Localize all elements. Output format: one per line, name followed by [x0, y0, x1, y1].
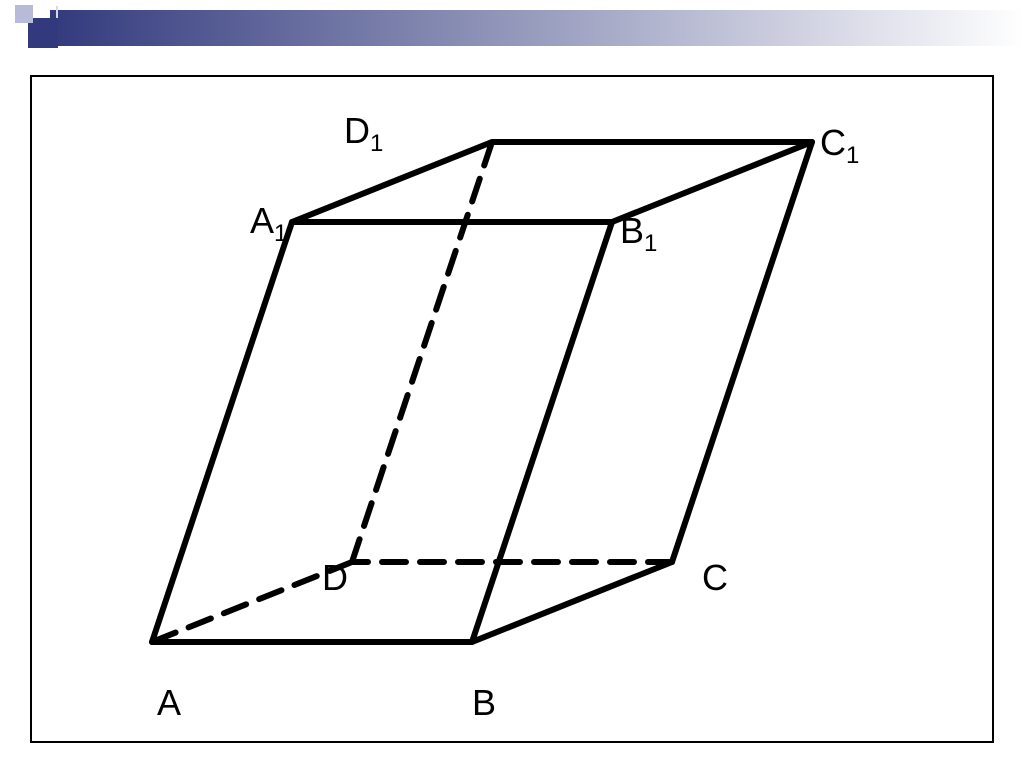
slide-root: A B C D A1 B1 C1 D1	[0, 0, 1024, 768]
parallelepiped-diagram	[32, 77, 992, 741]
vertex-label-A1: A1	[250, 200, 287, 248]
header-gradient-bar	[0, 10, 1024, 48]
edge-visible	[672, 142, 812, 562]
vertex-label-B1: B1	[620, 210, 657, 258]
header-squares-icon	[10, 0, 58, 48]
edge-visible	[472, 562, 672, 642]
edge-visible	[472, 222, 612, 642]
vertex-label-D: D	[322, 557, 348, 599]
vertex-label-C: C	[702, 557, 728, 599]
edge-visible	[292, 142, 492, 222]
content-frame: A B C D A1 B1 C1 D1	[30, 75, 994, 743]
vertex-label-B: B	[472, 682, 496, 724]
vertex-label-C1: C1	[820, 122, 859, 170]
vertex-label-A: A	[157, 682, 181, 724]
edge-visible	[152, 222, 292, 642]
vertex-label-D1: D1	[344, 110, 383, 158]
edge-hidden	[352, 142, 492, 562]
